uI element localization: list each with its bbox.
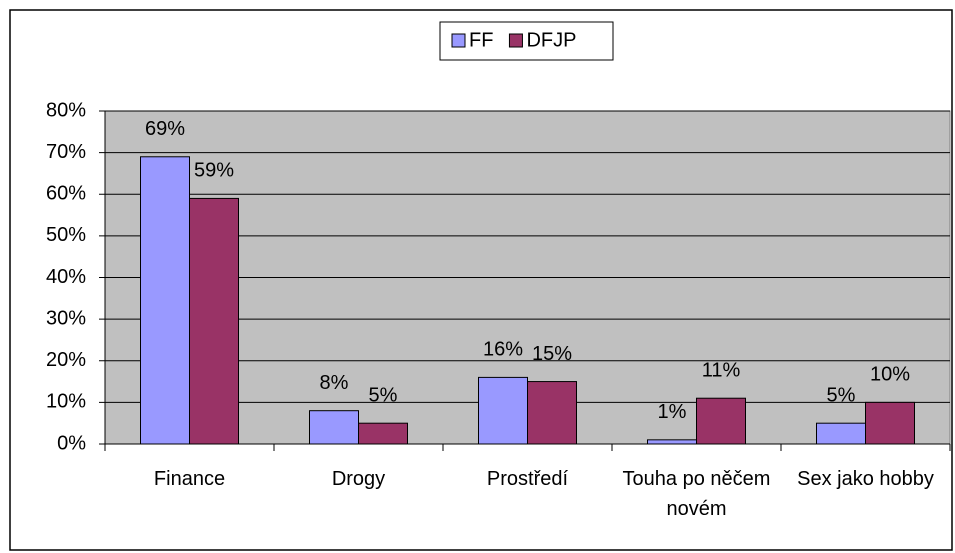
x-tick-label: Prostředí <box>486 468 569 490</box>
y-tick-label: 50% <box>46 224 86 246</box>
x-tick-label: Finance <box>153 468 226 490</box>
data-label: 15% <box>532 343 572 365</box>
bar <box>527 381 577 445</box>
legend-swatch <box>508 33 523 48</box>
y-tick-label: 10% <box>46 391 86 413</box>
x-tick-label: Drogy <box>331 468 386 490</box>
bar <box>696 397 746 445</box>
data-label: 11% <box>702 359 741 381</box>
y-tick-label: 60% <box>46 183 86 205</box>
data-label: 5% <box>827 384 856 406</box>
data-label: 1% <box>658 401 687 423</box>
data-label: 59% <box>194 160 234 182</box>
y-tick-label: 30% <box>46 307 86 329</box>
bar <box>647 439 697 445</box>
bar <box>358 422 408 445</box>
data-label: 69% <box>145 118 185 140</box>
bar <box>140 156 190 445</box>
y-tick-label: 0% <box>57 432 86 454</box>
bar <box>478 376 528 445</box>
bar <box>309 410 359 445</box>
y-tick-label: 40% <box>46 266 86 288</box>
y-tick-label: 70% <box>46 141 86 163</box>
y-tick-label: 20% <box>46 349 86 371</box>
bar <box>865 401 915 445</box>
x-tick-label: Touha po něčem novém <box>622 468 771 520</box>
bar <box>816 422 866 445</box>
data-label: 8% <box>320 372 349 394</box>
data-label: 10% <box>870 364 910 386</box>
x-tick-label: Sex jako hobby <box>797 468 934 490</box>
legend-label: FF <box>469 29 493 51</box>
y-tick-label: 80% <box>46 99 86 121</box>
data-label: 5% <box>369 384 398 406</box>
legend-swatch <box>451 33 466 48</box>
legend-box <box>439 21 614 61</box>
legend-label: DFJP <box>526 29 576 51</box>
data-label: 16% <box>483 339 523 361</box>
bar <box>189 197 239 445</box>
